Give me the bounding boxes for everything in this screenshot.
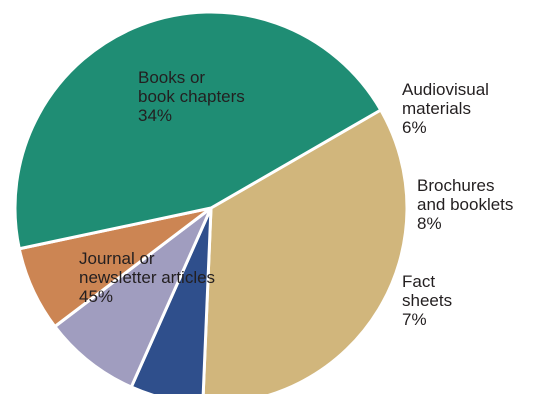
slice-percent-label: 8%	[417, 214, 442, 233]
pie-slice-books-or-book-chapters	[201, 108, 409, 394]
slice-name-line: Audiovisual	[402, 80, 489, 99]
slice-percent-label: 34%	[138, 106, 172, 125]
slice-label-audiovisual-materials: Audiovisual materials 6%	[402, 80, 489, 137]
slice-label-fact-sheets: Fact sheets 7%	[402, 272, 452, 329]
slice-name-line: and booklets	[417, 195, 513, 214]
slice-name-line: Journal or	[79, 249, 155, 268]
slice-name-line: sheets	[402, 291, 452, 310]
slice-name-line: newsletter articles	[79, 268, 215, 287]
slice-name-line: Brochures	[417, 176, 494, 195]
slice-label-journal-or-newsletter-articles: Journal or newsletter articles 45%	[79, 249, 215, 306]
pie-labels: Books or book chapters 34% Audiovisual mater…	[79, 68, 513, 329]
slice-name-line: book chapters	[138, 87, 245, 106]
pie-slices	[13, 10, 409, 394]
pie-slice-brochures-and-booklets	[53, 206, 213, 389]
pie-slice-journal-or-newsletter-articles	[13, 10, 383, 251]
slice-label-brochures-and-booklets: Brochures and booklets 8%	[417, 176, 513, 233]
slice-name-line: Fact	[402, 272, 435, 291]
slice-name-line: Books or	[138, 68, 205, 87]
slice-label-books-or-book-chapters: Books or book chapters 34%	[138, 68, 245, 125]
slice-percent-label: 7%	[402, 310, 427, 329]
slice-percent-label: 6%	[402, 118, 427, 137]
slice-name-line: materials	[402, 99, 471, 118]
slice-percent-label: 45%	[79, 287, 113, 306]
